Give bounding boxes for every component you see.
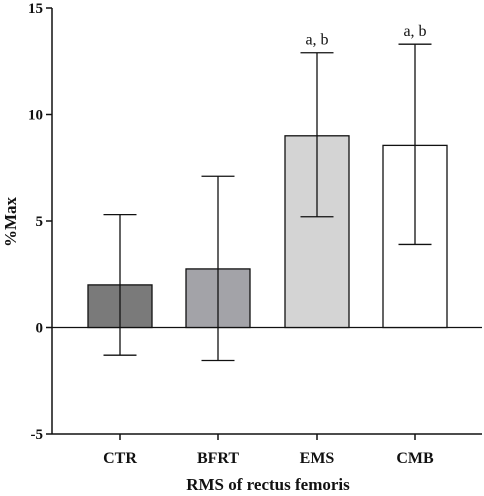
error-bars	[103, 43, 432, 362]
y-tick-label: 0	[36, 321, 44, 337]
x-tick-label: CTR	[103, 450, 137, 467]
significance-label: a, b	[403, 23, 426, 40]
significance-label: a, b	[305, 32, 328, 49]
bars	[87, 135, 448, 329]
y-tick-label: -5	[31, 427, 44, 443]
labels: -5 0 5 10 15 CTR BFRT EMS a, b CMB a, b	[28, 1, 434, 467]
y-tick-label: 15	[28, 1, 43, 17]
y-tick-label: 5	[36, 214, 44, 230]
x-tick-label: CMB	[396, 450, 434, 467]
x-tick-label: EMS	[300, 450, 335, 467]
x-tick-label: BFRT	[197, 450, 239, 467]
y-tick-label: 10	[28, 108, 43, 124]
x-axis-title: RMS of rectus femoris	[186, 475, 350, 494]
y-axis-title: %Max	[1, 196, 20, 247]
